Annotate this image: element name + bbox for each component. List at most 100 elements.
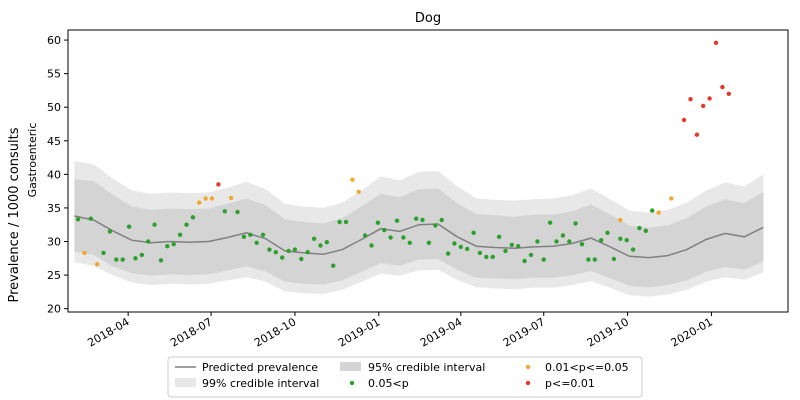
observed-point-p005 xyxy=(184,222,189,227)
observed-point-p001 xyxy=(656,210,661,215)
y-tick-label: 25 xyxy=(47,269,61,282)
credible-interval-95-band xyxy=(74,179,764,288)
legend-label-predicted: Predicted prevalence xyxy=(202,361,318,374)
observed-point-p005 xyxy=(433,223,438,228)
observed-point-p0 xyxy=(694,132,700,137)
observed-point-p005 xyxy=(579,242,585,247)
chart-title: Dog xyxy=(415,11,441,26)
observed-point-p005 xyxy=(177,232,183,237)
observed-point-p005 xyxy=(324,240,329,245)
x-tick-label: 2019-10 xyxy=(585,315,631,349)
observed-point-p005 xyxy=(235,209,240,215)
observed-point-p005 xyxy=(222,209,227,214)
observed-point-p005 xyxy=(126,224,132,229)
observed-point-p005 xyxy=(158,258,164,263)
observed-point-p005 xyxy=(273,250,278,255)
observed-point-p005 xyxy=(101,250,106,256)
x-tick-label: 2018-04 xyxy=(85,315,131,349)
observed-point-p005 xyxy=(535,239,540,244)
observed-point-p005 xyxy=(496,234,502,239)
observed-point-p005 xyxy=(299,256,304,262)
observed-point-p005 xyxy=(260,232,266,237)
observed-point-p005 xyxy=(509,242,514,248)
observed-point-p005 xyxy=(484,254,489,260)
observed-point-p005 xyxy=(458,244,463,250)
observed-point-p005 xyxy=(643,228,648,233)
y-tick-label: 50 xyxy=(47,101,61,114)
observed-point-p005 xyxy=(630,247,636,252)
observed-point-p005 xyxy=(586,257,591,262)
observed-point-p005 xyxy=(394,218,400,223)
observed-point-p005 xyxy=(554,239,559,244)
observed-points xyxy=(75,40,731,268)
observed-point-p005 xyxy=(107,229,113,234)
observed-point-p005 xyxy=(388,235,393,240)
observed-point-p005 xyxy=(528,252,534,258)
observed-point-p005 xyxy=(369,243,374,248)
observed-point-p005 xyxy=(382,227,387,233)
observed-point-p0 xyxy=(726,91,731,97)
observed-point-p005 xyxy=(490,254,495,260)
observed-point-p005 xyxy=(522,258,527,264)
legend-swatch-ci99 xyxy=(175,378,196,387)
predicted-prevalence-line xyxy=(74,215,764,259)
observed-point-p005 xyxy=(114,257,119,262)
observed-point-p005 xyxy=(420,217,425,223)
observed-point-p005 xyxy=(503,248,508,254)
observed-point-p005 xyxy=(618,236,623,241)
observed-point-p005 xyxy=(343,219,349,225)
legend-label-ci99: 99% credible interval xyxy=(202,377,319,390)
observed-point-p005 xyxy=(139,252,144,258)
y-tick-label: 55 xyxy=(47,68,61,81)
observed-point-p005 xyxy=(624,238,629,243)
observed-point-p005 xyxy=(471,230,476,235)
observed-point-p005 xyxy=(637,225,642,231)
observed-point-p005 xyxy=(573,221,578,226)
observed-point-p0 xyxy=(707,96,712,101)
observed-point-p005 xyxy=(560,233,566,238)
observed-point-p005 xyxy=(280,255,285,260)
observed-point-p005 xyxy=(426,240,432,245)
observed-point-p005 xyxy=(331,263,336,268)
observed-point-p001 xyxy=(356,189,361,194)
observed-point-p005 xyxy=(541,257,546,262)
observed-point-p005 xyxy=(267,247,272,252)
observed-point-p005 xyxy=(401,235,406,240)
observed-point-p005 xyxy=(605,230,610,235)
observed-point-p005 xyxy=(75,217,81,222)
observed-point-p005 xyxy=(439,217,444,223)
y-tick-label: 30 xyxy=(47,236,61,249)
x-tick-label: 2019-01 xyxy=(336,315,382,349)
legend-swatch-p0 xyxy=(525,380,531,386)
y-tick-label: 35 xyxy=(47,202,61,215)
legend-swatch-p005 xyxy=(349,380,355,386)
x-tick-label: 2018-10 xyxy=(252,315,298,349)
observed-point-p005 xyxy=(337,219,342,225)
y-axis-ticks: 20 25 30 35 40 45 50 55 60 xyxy=(47,34,68,316)
axes-frame xyxy=(67,29,789,313)
observed-point-p005 xyxy=(650,208,655,213)
observed-point-p001 xyxy=(197,200,202,205)
observed-point-p0 xyxy=(216,182,221,187)
legend: Predicted prevalence 99% credible interv… xyxy=(167,356,643,398)
observed-point-p005 xyxy=(292,247,298,252)
observed-point-p001 xyxy=(228,195,234,201)
observed-point-p001 xyxy=(95,262,100,267)
y-tick-label: 45 xyxy=(47,135,61,148)
observed-point-p005 xyxy=(414,216,419,221)
observed-point-p001 xyxy=(669,196,674,201)
observed-point-p005 xyxy=(286,248,291,254)
observed-point-p005 xyxy=(516,244,521,249)
observed-point-p005 xyxy=(120,257,125,262)
x-tick-label: 2020-01 xyxy=(669,315,715,349)
legend-label-p005: 0.05<p xyxy=(368,377,409,390)
x-tick-label: 2019-07 xyxy=(501,315,547,349)
observed-point-p0 xyxy=(720,84,725,90)
x-axis-ticks: 2018-04 2018-07 2018-10 2019-01 2019-04 2019-… xyxy=(85,312,715,350)
observed-point-p005 xyxy=(477,250,483,256)
legend-label-p0: p<=0.01 xyxy=(545,377,595,390)
observed-point-p005 xyxy=(592,257,597,262)
observed-point-p005 xyxy=(362,233,368,238)
observed-point-p005 xyxy=(190,215,196,220)
